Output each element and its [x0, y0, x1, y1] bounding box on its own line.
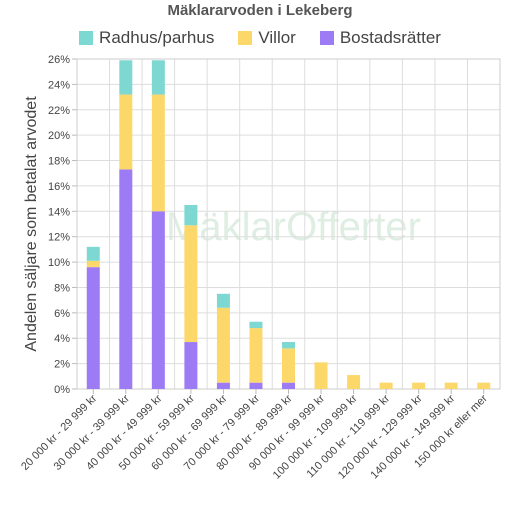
bar-villor-2	[151, 94, 165, 212]
bar-radhus-parhus-1	[119, 60, 133, 95]
ytick-label: 22%	[48, 105, 70, 117]
bar-villor-3	[184, 225, 198, 343]
ytick-label: 18%	[48, 156, 70, 168]
y-axis-label: Andelen säljare som betalat arvodet	[23, 96, 40, 352]
bar-bostadsr-tter-5	[249, 382, 263, 389]
ytick-label: 8%	[54, 282, 70, 294]
legend-item-villor[interactable]: Villor	[238, 28, 296, 48]
bar-villor-1	[119, 94, 133, 170]
bar-villor-9	[379, 382, 393, 389]
ytick-label: 24%	[48, 79, 70, 91]
ytick-label: 0%	[54, 384, 70, 396]
legend-label-bostadsratter: Bostadsrätter	[339, 28, 441, 47]
bar-radhus-parhus-5	[249, 321, 263, 329]
bar-bostadsr-tter-6	[282, 382, 295, 389]
bar-radhus-parhus-2	[151, 60, 165, 95]
ytick-label: 20%	[48, 130, 70, 142]
bar-bostadsr-tter-1	[119, 169, 133, 389]
bar-villor-4	[216, 307, 230, 383]
ytick-label: 26%	[48, 54, 70, 66]
bar-bostadsr-tter-3	[184, 342, 198, 389]
ytick-label: 10%	[48, 257, 70, 269]
watermark: MäklarOfferter	[166, 205, 421, 249]
bar-radhus-parhus-0	[86, 246, 100, 261]
ytick-label: 4%	[54, 333, 70, 345]
legend-label-villor: Villor	[258, 28, 296, 47]
ytick-label: 14%	[48, 206, 70, 218]
legend: Radhus/parhus Villor Bostadsrätter	[0, 28, 520, 48]
bar-radhus-parhus-3	[184, 204, 198, 226]
bar-villor-6	[282, 348, 295, 383]
bar-villor-11	[444, 382, 458, 389]
bar-villor-7	[314, 362, 328, 389]
bar-villor-10	[412, 382, 426, 389]
chart-title: Mäklararvoden i Lekeberg	[167, 2, 353, 19]
legend-item-bostadsratter[interactable]: Bostadsrätter	[319, 28, 441, 48]
bar-villor-5	[249, 328, 263, 383]
bar-radhus-parhus-4	[216, 293, 230, 308]
ytick-label: 6%	[54, 308, 70, 320]
bar-bostadsr-tter-0	[86, 267, 100, 389]
bar-villor-12	[477, 382, 491, 389]
bar-villor-8	[347, 375, 361, 389]
legend-swatch-bostadsratter	[319, 31, 334, 45]
bar-radhus-parhus-6	[282, 342, 295, 349]
ytick-label: 2%	[54, 359, 70, 371]
bar-bostadsr-tter-2	[151, 211, 165, 389]
ytick-label: 16%	[48, 181, 70, 193]
bar-bostadsr-tter-4	[216, 382, 230, 389]
bar-villor-0	[86, 260, 100, 268]
legend-item-radhus[interactable]: Radhus/parhus	[79, 28, 214, 48]
legend-swatch-radhus	[79, 31, 94, 45]
legend-swatch-villor	[238, 31, 253, 45]
legend-label-radhus: Radhus/parhus	[99, 28, 215, 47]
ytick-label: 12%	[48, 232, 70, 244]
